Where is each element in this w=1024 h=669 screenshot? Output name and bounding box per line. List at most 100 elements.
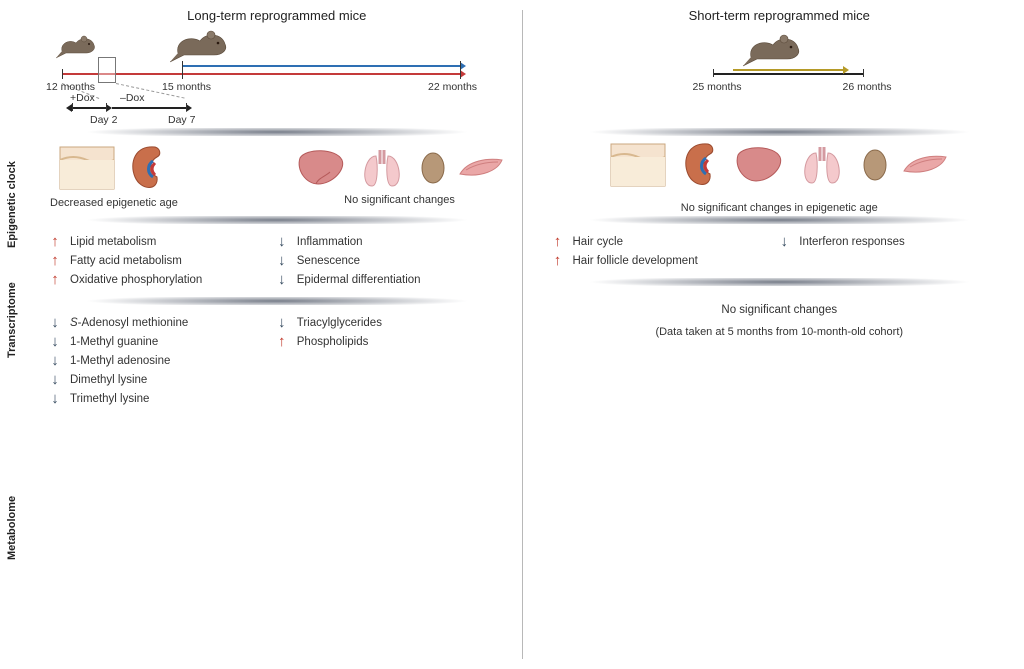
list-item: ↓ Trimethyl lysine (50, 391, 277, 406)
list-item: ↓ Inflammation (277, 234, 504, 249)
tl-26m: 26 months (843, 81, 892, 93)
side-label-metabolome: Metabolome (6, 496, 18, 560)
list-item-label: 1-Methyl adenosine (70, 355, 170, 367)
timeline-arrow-blue (182, 65, 460, 67)
list-item: ↓ 1-Methyl guanine (50, 334, 277, 349)
section-divider (553, 278, 1007, 286)
left-epi-right-label: No significant changes (344, 194, 455, 206)
lungs-icon (356, 146, 408, 190)
section-divider (553, 128, 1007, 136)
list-item: ↓Epidermal differentiation (277, 272, 504, 287)
list-item: ↑Fatty acid metabolism (50, 253, 277, 268)
list-item-label: Trimethyl lysine (70, 393, 149, 405)
right-epi-group: No significant changes (296, 146, 504, 206)
left-column: Long-term reprogrammed mice 12 mont (0, 0, 522, 669)
list-item: ↓Senescence (277, 253, 504, 268)
arrow-down-icon: ↓ (50, 372, 60, 387)
list-item-label: Oxidative phosphorylation (70, 274, 202, 286)
list-item-label: Epidermal differentiation (297, 274, 421, 286)
list-item: ↓ Interferon responses (779, 234, 1006, 249)
list-item-label: Triacylglycerides (297, 317, 382, 329)
tick (182, 61, 183, 79)
left-epi-group: Decreased epigenetic age (50, 143, 178, 209)
arrow-down-icon: ↓ (779, 234, 789, 249)
mouse-icon (56, 33, 98, 64)
figure-root: Long-term reprogrammed mice 12 mont (0, 0, 1024, 669)
right-title: Short-term reprogrammed mice (553, 8, 1007, 23)
timeline-arrow-olive (733, 69, 843, 71)
list-item-label: S-Adenosyl methionine (70, 317, 188, 329)
muscle-icon (458, 156, 504, 180)
liver-icon (296, 148, 346, 188)
tick (460, 61, 461, 79)
lungs-icon (796, 143, 848, 187)
tl-25m: 25 months (693, 81, 742, 93)
list-item-label: Interferon responses (799, 236, 904, 248)
left-timeline: 12 months 15 months 22 months +Dox –Dox … (50, 29, 504, 124)
side-label-transcriptome: Transcriptome (6, 282, 18, 358)
section-divider (553, 216, 1007, 224)
right-timeline: 25 months 26 months (553, 29, 1007, 124)
right-metabolome-block: No significant changes (Data taken at 5 … (553, 304, 1007, 338)
skin-icon (610, 143, 666, 187)
mouse-icon (743, 31, 803, 72)
liver-icon (734, 145, 784, 185)
side-label-epigenetic: Epigenetic clock (6, 161, 18, 248)
kidney-icon (678, 140, 722, 190)
tl-day2: Day 2 (90, 114, 117, 126)
list-item-label: Inflammation (297, 236, 363, 248)
tl-15m: 15 months (162, 81, 211, 93)
metabolome-lists: ↓S-Adenosyl methionine↓1-Methyl guanine↓… (50, 309, 504, 412)
arrow-up-icon: ↑ (50, 234, 60, 249)
organ-row-right: No significant changes in epigenetic age (553, 140, 1007, 212)
arrow-down-icon: ↓ (50, 353, 60, 368)
list-item: ↑ Oxidative phosphorylation (50, 272, 277, 287)
arrow-down-icon: ↓ (50, 315, 60, 330)
arrow-down-icon: ↓ (50, 391, 60, 406)
arrow-down-icon: ↓ (277, 315, 287, 330)
list-item: ↓ Dimethyl lysine (50, 372, 277, 387)
arrow-down-icon: ↓ (277, 234, 287, 249)
list-item-label: Hair follicle development (573, 255, 698, 267)
list-item-label: Phospholipids (297, 336, 369, 348)
dox-off-arrow (112, 107, 186, 109)
list-item: ↑Lipid metabolism (50, 234, 277, 249)
spleen-icon (418, 151, 448, 185)
list-item: ↓ 1-Methyl adenosine (50, 353, 277, 368)
right-column: Short-term reprogrammed mice 25 months 2… (523, 0, 1024, 669)
arrow-up-icon: ↑ (553, 234, 563, 249)
tick (62, 69, 63, 79)
tick (713, 69, 714, 77)
kidney-icon (125, 143, 169, 193)
arrow-up-icon: ↑ (50, 253, 60, 268)
right-metab-note1: No significant changes (553, 304, 1007, 316)
arrow-up-icon: ↑ (553, 253, 563, 268)
tl-minusdox: –Dox (120, 92, 145, 104)
mouse-icon (170, 27, 230, 68)
right-transcriptome-lists: ↑ Hair cycle ↑ Hair follicle development ↓ I… (553, 228, 1007, 274)
timeline-base (713, 73, 863, 75)
skin-icon (59, 146, 115, 190)
list-item-label: Dimethyl lysine (70, 374, 147, 386)
tl-22m: 22 months (428, 81, 477, 93)
timeline-arrow-red (62, 73, 460, 75)
tick (186, 103, 187, 111)
list-item-label: Hair cycle (573, 236, 623, 248)
right-metab-note2: (Data taken at 5 months from 10-month-ol… (553, 326, 1007, 338)
left-title: Long-term reprogrammed mice (50, 8, 504, 23)
organ-row-left: Decreased epigenetic age No significant … (50, 140, 504, 212)
list-item: ↑ Hair follicle development (553, 253, 780, 268)
dox-on-arrow (72, 107, 106, 109)
tick (72, 103, 73, 111)
left-epi-left-label: Decreased epigenetic age (50, 197, 178, 209)
section-divider (50, 216, 504, 224)
arrow-up-icon: ↑ (50, 272, 60, 287)
tick (106, 103, 107, 111)
list-item: ↑ Phospholipids (277, 334, 504, 349)
arrow-up-icon: ↑ (277, 334, 287, 349)
list-item-label: 1-Methyl guanine (70, 336, 158, 348)
list-item-label: Senescence (297, 255, 360, 267)
zoom-box (98, 57, 116, 83)
spleen-icon (860, 148, 890, 182)
arrow-down-icon: ↓ (50, 334, 60, 349)
